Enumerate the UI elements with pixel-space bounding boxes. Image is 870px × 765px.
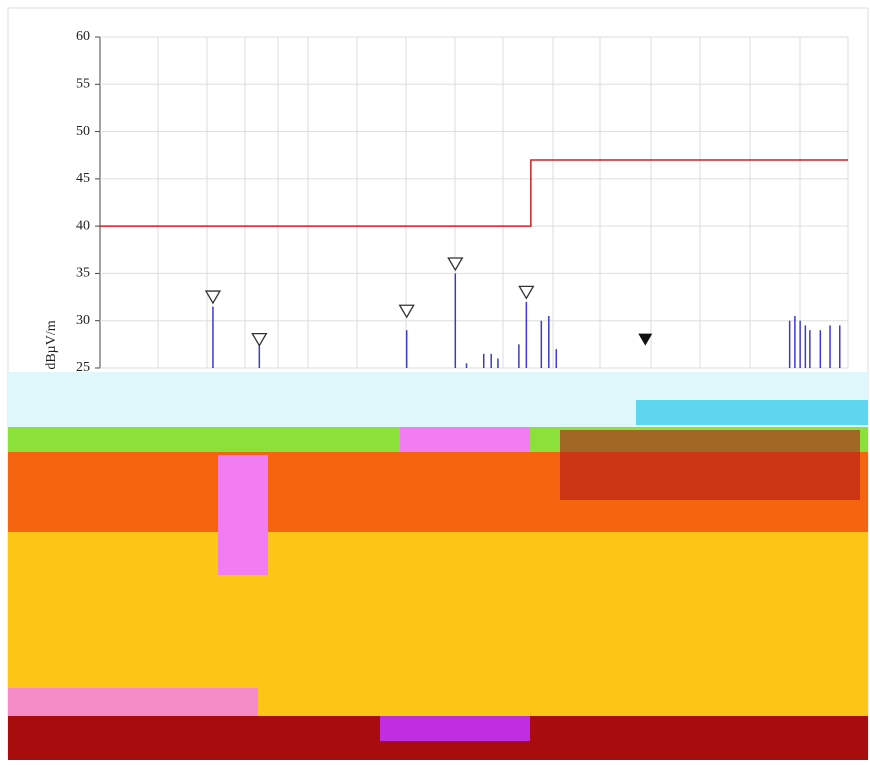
y-tick-label: 25 <box>76 360 90 375</box>
y-tick-label: 45 <box>76 171 90 186</box>
peak-marker <box>204 290 222 305</box>
y-tick-label: 35 <box>76 266 90 281</box>
peak-marker <box>638 333 653 346</box>
y-axis-label: dBµV/m <box>44 320 59 369</box>
peak-marker <box>251 332 268 347</box>
limit-line <box>100 159 848 227</box>
y-tick-label: 40 <box>76 218 90 233</box>
y-tick-label: 30 <box>76 313 90 328</box>
y-tick-label: 60 <box>76 29 90 44</box>
peak-marker <box>447 257 464 272</box>
y-tick-label: 50 <box>76 124 90 139</box>
peak-marker <box>398 304 415 319</box>
corrupted-area <box>8 372 868 760</box>
y-tick-label: 55 <box>76 77 90 92</box>
peak-marker <box>518 285 535 300</box>
